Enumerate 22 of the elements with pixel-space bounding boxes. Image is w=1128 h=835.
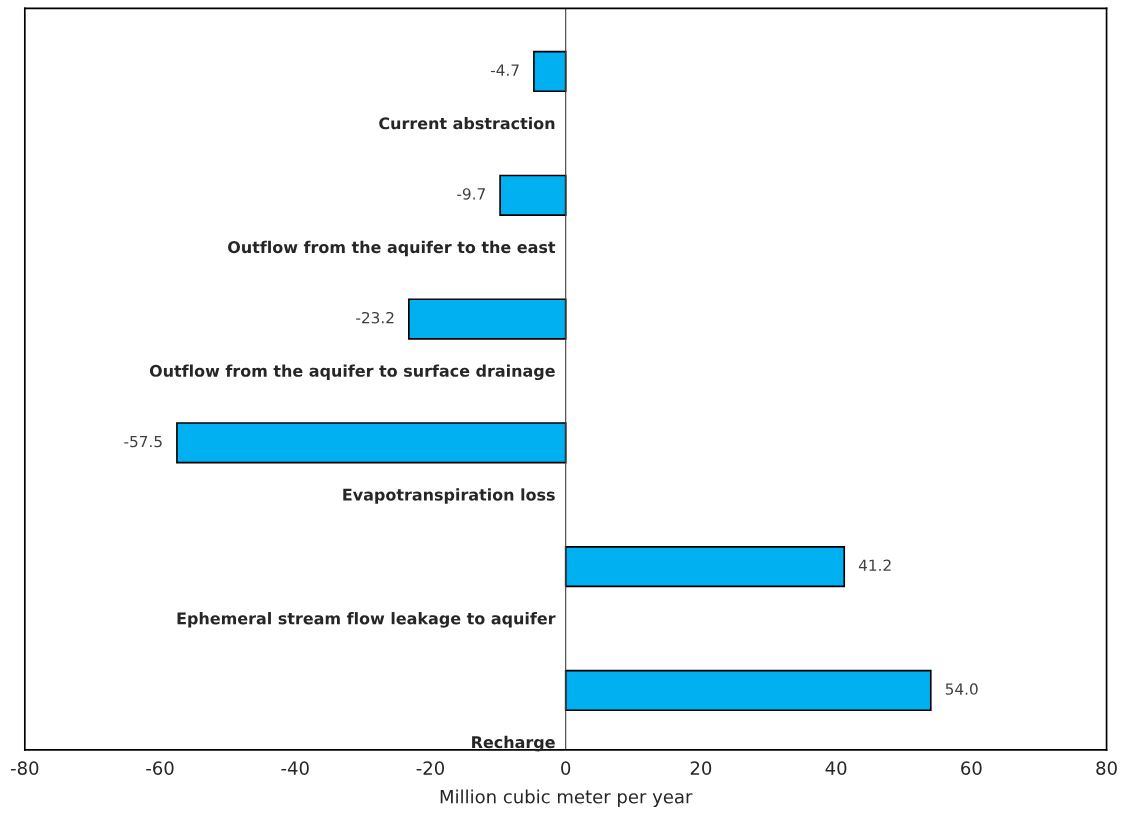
y-tick-label: Recharge <box>472 735 555 752</box>
y-tick-label: Ephemeral stream flow leakage to aquifer <box>177 612 556 628</box>
y-tick-label: Current abstraction <box>379 116 555 130</box>
x-tick-label: 0 <box>561 761 571 775</box>
data-label: -23.2 <box>356 311 394 324</box>
x-tick-label: 20 <box>690 761 712 775</box>
data-label: 54.0 <box>945 683 978 695</box>
x-tick-label: -40 <box>281 761 309 775</box>
data-label: -9.7 <box>457 188 485 200</box>
data-label: -4.7 <box>490 64 519 76</box>
x-tick-label: 80 <box>1096 761 1117 775</box>
y-tick-label: Outflow from the aquifer to surface drainage <box>149 364 555 381</box>
y-tick-label: Outflow from the aquifer to the east <box>228 240 556 257</box>
data-label: 41.2 <box>858 559 891 571</box>
x-tick-label: 60 <box>961 761 982 775</box>
x-tick-label: -20 <box>416 761 445 775</box>
data-label: -57.5 <box>124 435 162 448</box>
x-tick-label: 40 <box>825 761 847 775</box>
y-tick-label: Evapotranspiration loss <box>343 488 555 504</box>
x-tick-label: -60 <box>146 761 174 775</box>
x-axis-title: Million cubic meter per year <box>440 789 693 807</box>
x-tick-label: -80 <box>10 761 39 775</box>
